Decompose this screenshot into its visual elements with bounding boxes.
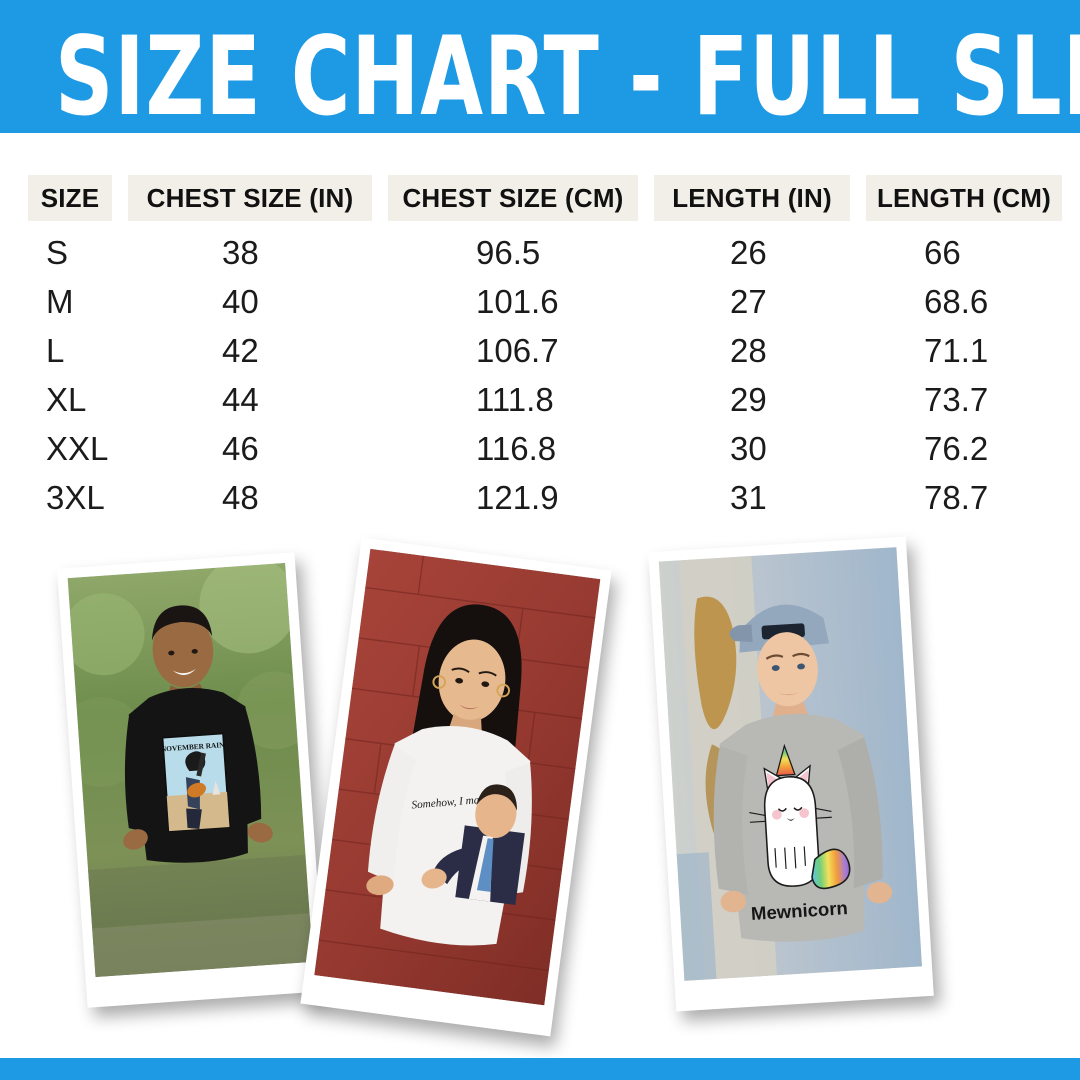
photo-mewnicorn: Mewnicorn xyxy=(648,536,934,1012)
model-photo-black-tee: NOVEMBER RAIN. xyxy=(67,562,313,978)
table-body: S 38 96.5 26 66 M 40 101.6 27 68.6 L 42 … xyxy=(0,231,1080,525)
cell-length-in: 30 xyxy=(730,430,767,467)
cell-chest-cm: 121.9 xyxy=(476,479,559,516)
photo-frame-1: NOVEMBER RAIN. xyxy=(67,562,313,978)
header-banner: SIZE CHART - FULL SLEEVES xyxy=(0,0,1080,138)
cell-length-in: 28 xyxy=(730,332,767,369)
cell-chest-cm: 111.8 xyxy=(476,381,554,418)
cell-chest-in: 42 xyxy=(222,332,259,369)
cell-size: S xyxy=(46,234,69,271)
model-photo-white-tee: Somehow, I manage xyxy=(314,548,601,1006)
table-row: L 42 106.7 28 71.1 xyxy=(0,329,1080,378)
cell-length-cm: 78.7 xyxy=(924,479,989,516)
photo-november-rain: NOVEMBER RAIN. xyxy=(56,552,326,1008)
cell-chest-cm: 96.5 xyxy=(476,234,541,271)
photo-frame-3: Mewnicorn xyxy=(658,547,922,981)
page-title: SIZE CHART - FULL SLEEVES xyxy=(55,13,1080,140)
column-header-chest-cm: CHEST SIZE (CM) xyxy=(388,175,638,221)
cell-size: 3XL xyxy=(46,479,105,516)
photo-frame-2: Somehow, I manage xyxy=(314,548,601,1006)
cell-length-in: 26 xyxy=(730,234,767,271)
product-photo-strip: NOVEMBER RAIN. xyxy=(0,536,1080,1040)
cell-chest-in: 46 xyxy=(222,430,259,467)
cell-length-in: 31 xyxy=(730,479,767,516)
cell-chest-in: 48 xyxy=(222,479,259,516)
cell-length-cm: 71.1 xyxy=(924,332,989,369)
cell-length-in: 29 xyxy=(730,381,767,418)
cell-chest-cm: 116.8 xyxy=(476,430,557,467)
photo-somehow-i-manage: Somehow, I manage xyxy=(300,537,612,1037)
column-header-length-cm: LENGTH (CM) xyxy=(866,175,1062,221)
cell-length-cm: 73.7 xyxy=(924,381,989,418)
footer-bar xyxy=(0,1058,1080,1080)
cell-size: XXL xyxy=(46,430,109,467)
table-row: 3XL 48 121.9 31 78.7 xyxy=(0,476,1080,525)
table-row: M 40 101.6 27 68.6 xyxy=(0,280,1080,329)
cell-chest-cm: 101.6 xyxy=(476,283,559,320)
cell-size: L xyxy=(46,332,65,369)
table-row: XL 44 111.8 29 73.7 xyxy=(0,378,1080,427)
cell-chest-in: 44 xyxy=(222,381,259,418)
cell-chest-in: 38 xyxy=(222,234,259,271)
cell-length-cm: 68.6 xyxy=(924,283,989,320)
size-chart-table: SIZE CHEST SIZE (IN) CHEST SIZE (CM) LEN… xyxy=(0,175,1080,525)
cell-size: M xyxy=(46,283,74,320)
cell-chest-in: 40 xyxy=(222,283,259,320)
cell-chest-cm: 106.7 xyxy=(476,332,559,369)
cell-length-cm: 66 xyxy=(924,234,961,271)
table-header-row: SIZE CHEST SIZE (IN) CHEST SIZE (CM) LEN… xyxy=(0,175,1080,223)
column-header-chest-in: CHEST SIZE (IN) xyxy=(128,175,372,221)
table-row: XXL 46 116.8 30 76.2 xyxy=(0,427,1080,476)
column-header-length-in: LENGTH (IN) xyxy=(654,175,850,221)
table-row: S 38 96.5 26 66 xyxy=(0,231,1080,280)
model-photo-grey-tee: Mewnicorn xyxy=(658,547,922,981)
cell-length-in: 27 xyxy=(730,283,767,320)
cell-size: XL xyxy=(46,381,87,418)
cell-length-cm: 76.2 xyxy=(924,430,989,467)
column-header-size: SIZE xyxy=(28,175,112,221)
